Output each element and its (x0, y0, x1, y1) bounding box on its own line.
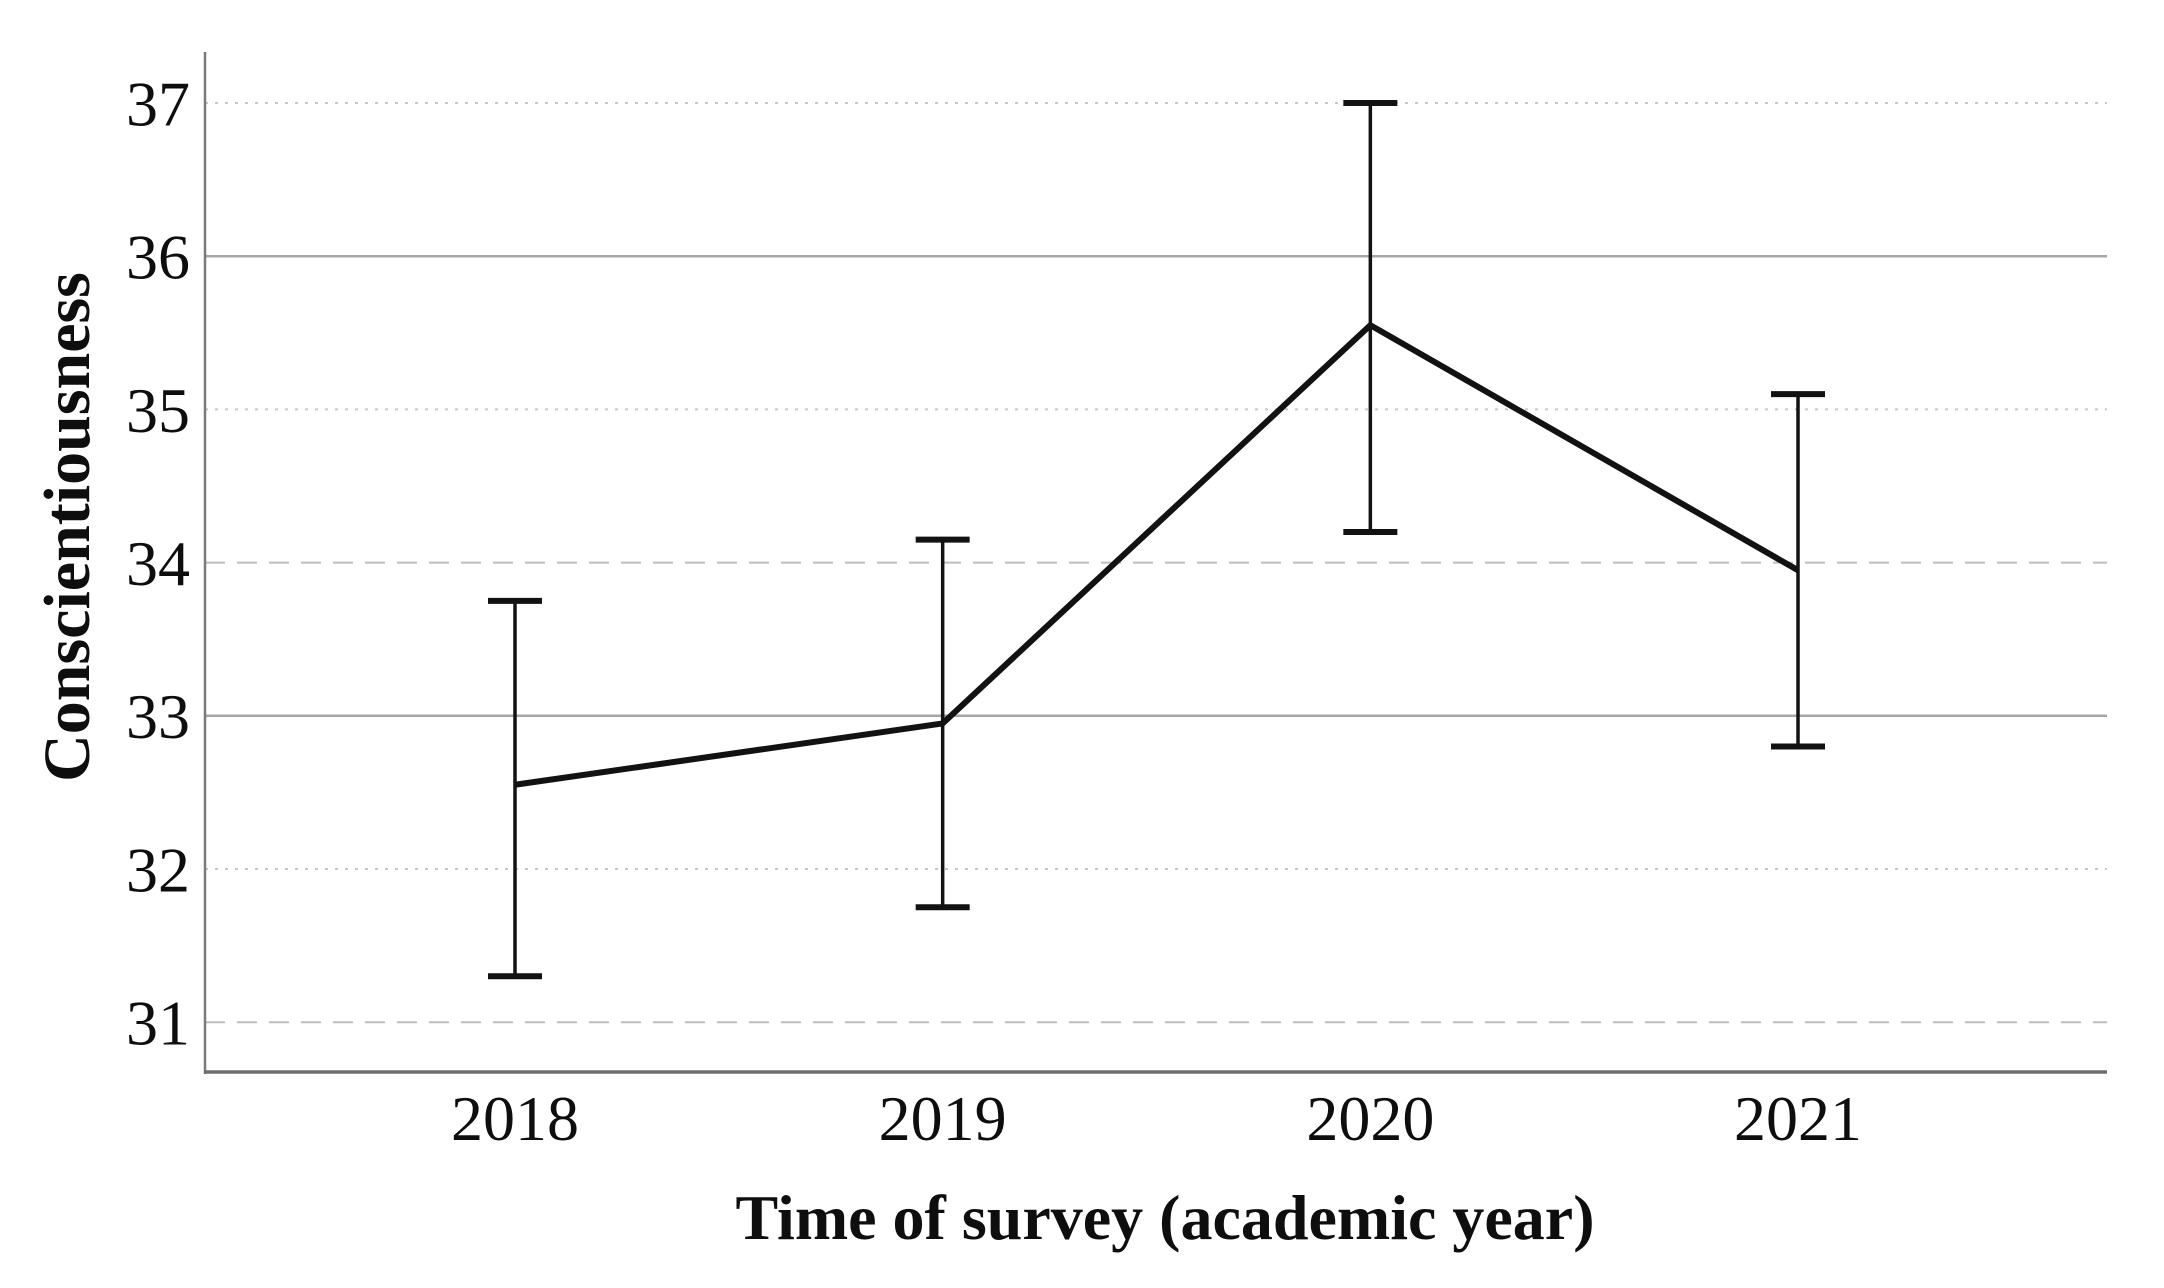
x-tick-label-2018: 2018 (451, 1083, 579, 1154)
y-tick-label-34: 34 (126, 528, 190, 599)
y-tick-label-33: 33 (126, 681, 190, 752)
y-tick-label-37: 37 (126, 68, 190, 139)
y-tick-label-31: 31 (126, 988, 190, 1059)
x-axis-title: Time of survey (academic year) (735, 1182, 1595, 1253)
y-tick-label-32: 32 (126, 834, 190, 905)
x-tick-label-2019: 2019 (879, 1083, 1007, 1154)
x-tick-label-2021: 2021 (1734, 1083, 1862, 1154)
y-axis-title: Conscientiousness (31, 272, 104, 782)
y-tick-label-35: 35 (126, 375, 190, 446)
mean-line (514, 321, 1800, 788)
y-tick-label-36: 36 (126, 222, 190, 293)
x-tick-label-2020: 2020 (1306, 1083, 1434, 1154)
